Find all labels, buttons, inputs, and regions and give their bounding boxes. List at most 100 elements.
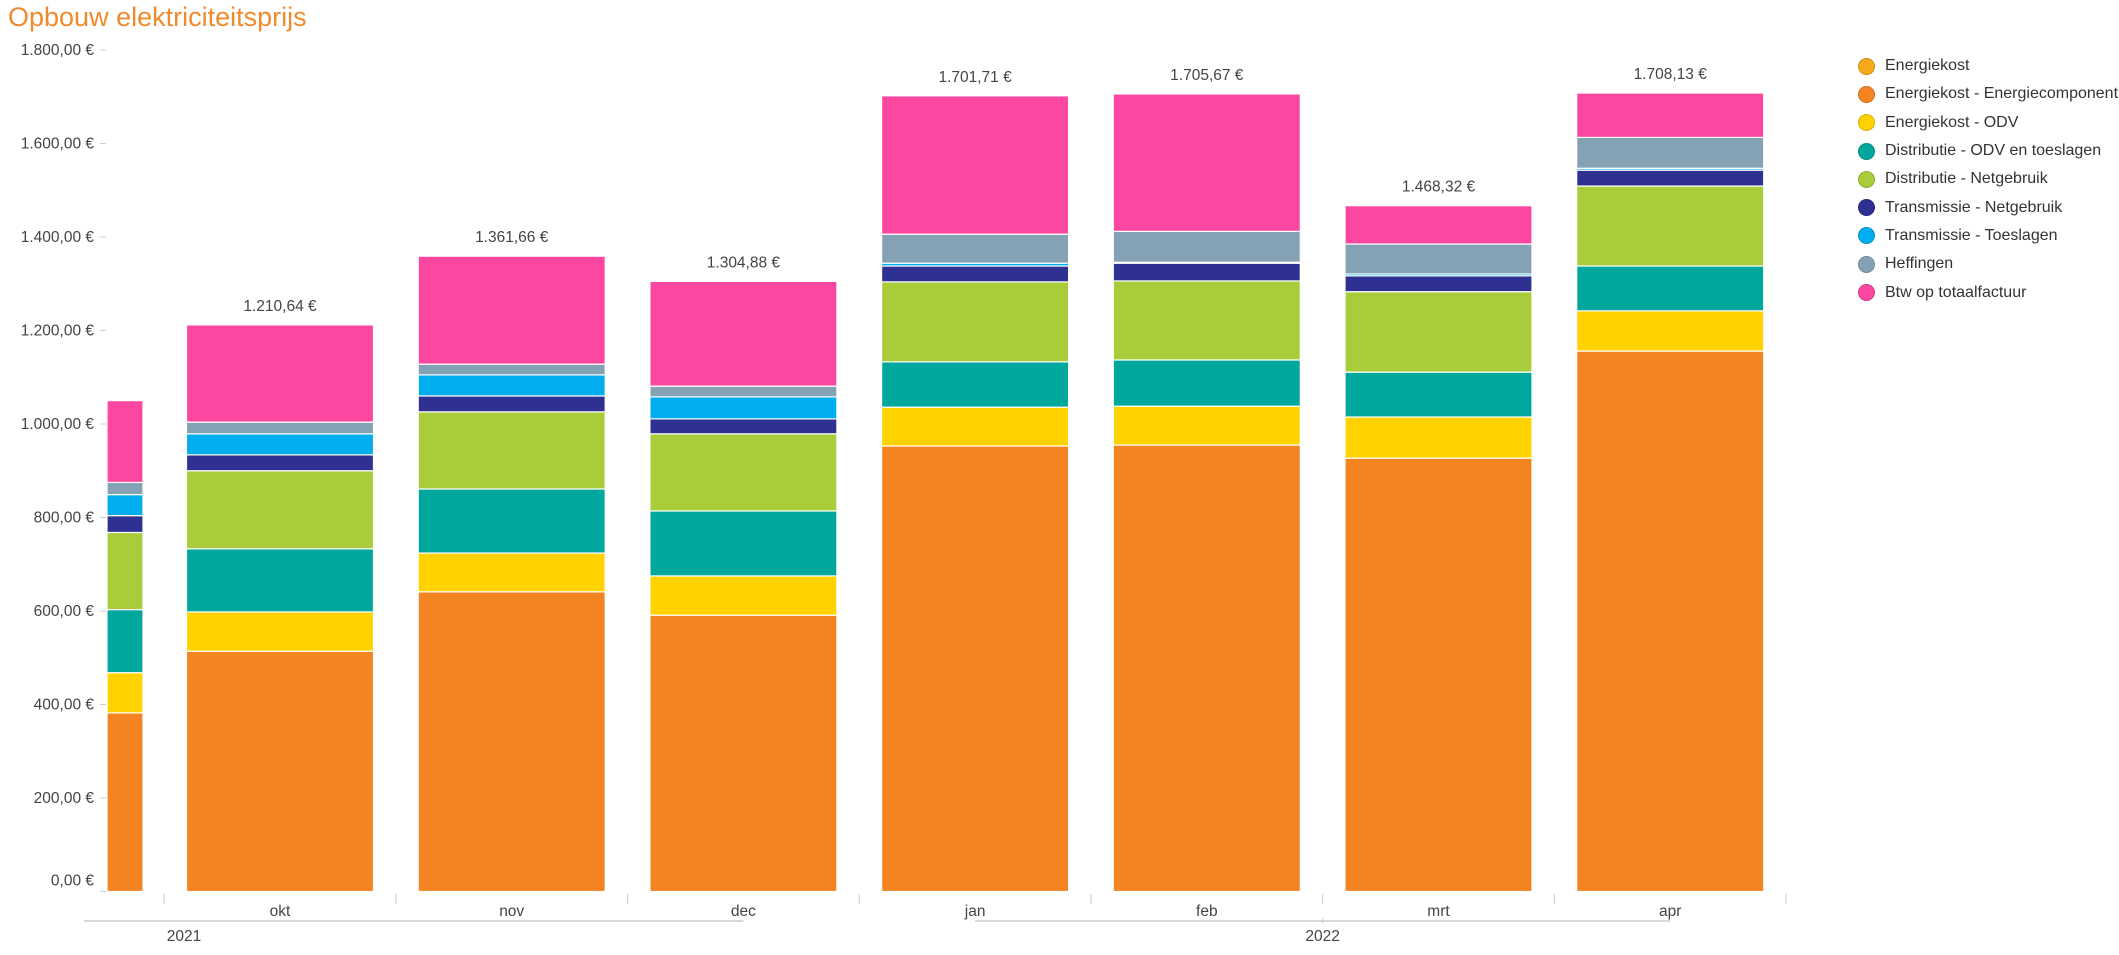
bar-segment	[185, 470, 375, 550]
bar-segment	[649, 433, 838, 512]
x-tick-label: feb	[1196, 903, 1218, 920]
bar-segment	[185, 650, 375, 893]
bar-segment	[185, 421, 375, 435]
bar-segment	[880, 233, 1070, 264]
legend-swatch-icon	[1858, 255, 1875, 273]
legend-label: Energiekost	[1885, 57, 1970, 75]
bar-segment	[1576, 265, 1765, 312]
bar-segment	[1344, 416, 1533, 459]
legend-label: Transmissie - Toeslagen	[1885, 226, 2058, 244]
legend-item[interactable]: Transmissie - Toeslagen	[1858, 222, 2118, 250]
bar-segment	[1344, 275, 1533, 293]
bar-segment	[880, 265, 1070, 283]
bars	[106, 92, 1765, 893]
legend-item[interactable]: Distributie - Netgebruik	[1858, 165, 2118, 193]
legend-swatch-icon	[1858, 170, 1875, 188]
bar-segment	[106, 712, 144, 893]
x-tick-label: dec	[731, 903, 756, 920]
total-label: 1.708,13 €	[1634, 66, 1708, 83]
bar-segment	[185, 433, 375, 456]
x-tick-label: apr	[1659, 903, 1681, 920]
y-tick-label: 1.200,00 €	[21, 323, 95, 340]
total-label: 1.210,64 €	[243, 298, 317, 315]
total-labels: 1.210,64 € 1.361,66 € 1.304,88 € 1.701,71 €…	[243, 66, 1707, 315]
legend-item[interactable]: Distributie - ODV en toeslagen	[1858, 137, 2118, 165]
y-tick-label: 1.800,00 €	[21, 42, 95, 59]
total-label: 1.468,32 €	[1402, 179, 1476, 196]
legend-swatch-icon	[1858, 199, 1875, 217]
bar-segment	[417, 255, 606, 365]
legend-label: Distributie - Netgebruik	[1885, 170, 2048, 188]
legend-swatch-icon	[1858, 57, 1875, 75]
legend-item[interactable]: Transmissie - Netgebruik	[1858, 193, 2118, 221]
bar-segment	[1344, 371, 1533, 418]
bar-segment	[649, 418, 838, 435]
legend-item[interactable]: Energiekost - Energiecomponent	[1858, 80, 2118, 108]
bar-segment	[1112, 93, 1301, 232]
total-label: 1.361,66 €	[475, 229, 549, 246]
x-tick-label: mrt	[1427, 903, 1450, 920]
bar-segment	[106, 493, 144, 517]
bar-segment	[649, 385, 838, 398]
y-tick-label: 1.000,00 €	[21, 416, 95, 433]
stacked-bar-chart: 0,00 € 200,00 € 400,00 € 600,00 € 800,00 € 1.…	[21, 42, 1787, 945]
legend-item[interactable]: Energiekost - ODV	[1858, 109, 2118, 137]
legend-label: Energiekost - ODV	[1885, 113, 2019, 131]
bar-segment	[649, 510, 838, 577]
bar-segment	[1112, 280, 1301, 361]
y-tick-label: 400,00 €	[34, 697, 95, 714]
bar-segment	[1112, 230, 1301, 263]
total-label: 1.701,71 €	[938, 69, 1012, 86]
bar-segment	[649, 280, 838, 387]
x-tick-label: nov	[499, 903, 524, 920]
legend-item[interactable]: Heffingen	[1858, 250, 2118, 278]
bar-segment	[417, 395, 606, 413]
bar-segment	[1112, 444, 1301, 893]
bar-segment	[185, 454, 375, 472]
legend-label: Btw op totaalfactuur	[1885, 283, 2027, 301]
legend-swatch-icon	[1858, 227, 1875, 245]
total-label: 1.705,67 €	[1170, 67, 1244, 84]
legend-swatch-icon	[1858, 85, 1875, 103]
y-axis: 0,00 € 200,00 € 400,00 € 600,00 € 800,00 € 1.…	[21, 42, 106, 892]
bar-segment	[1576, 185, 1765, 267]
bar-segment	[1576, 92, 1765, 139]
bar-segment	[185, 548, 375, 613]
legend-label: Heffingen	[1885, 255, 1954, 273]
y-tick-label: 800,00 €	[34, 510, 95, 527]
bar-segment	[880, 95, 1070, 235]
bar-segment	[649, 575, 838, 616]
bar-segment	[417, 552, 606, 593]
legend-swatch-icon	[1858, 114, 1875, 132]
bar-segment	[417, 591, 606, 893]
x-axis: okt nov dec jan feb mrt apr 2021 2022	[84, 894, 1787, 945]
bar-segment	[185, 324, 375, 423]
y-tick-label: 200,00 €	[34, 790, 95, 807]
bar-segment	[417, 488, 606, 554]
legend-item[interactable]: Btw op totaalfactuur	[1858, 278, 2118, 306]
bar-segment	[649, 396, 838, 420]
bar-segment	[106, 672, 144, 714]
legend: Energiekost Energiekost - Energiecomponen…	[1858, 52, 2118, 307]
legend-swatch-icon	[1858, 284, 1875, 302]
bar-segment	[106, 531, 144, 611]
bar-segment	[1576, 310, 1765, 352]
bar-segment	[880, 445, 1070, 893]
bar-segment	[1344, 243, 1533, 275]
bar-segment	[106, 481, 144, 496]
bar-segment	[649, 614, 838, 893]
bar-segment	[880, 361, 1070, 408]
chart-title: Opbouw elektriciteitsprijs	[8, 2, 307, 32]
legend-item[interactable]: Energiekost	[1858, 52, 2118, 80]
bar-segment	[880, 406, 1070, 447]
bar-segment	[1576, 350, 1765, 893]
bar-segment	[1576, 169, 1765, 187]
legend-label: Transmissie - Netgebruik	[1885, 198, 2063, 216]
bar-segment	[1112, 359, 1301, 407]
y-tick-label: 600,00 €	[34, 603, 95, 620]
y-tick-label: 0,00 €	[51, 873, 94, 890]
bar-segment	[106, 400, 144, 484]
bar-segment	[417, 411, 606, 490]
year-label: 2021	[167, 928, 201, 945]
legend-label: Distributie - ODV en toeslagen	[1885, 142, 2102, 160]
